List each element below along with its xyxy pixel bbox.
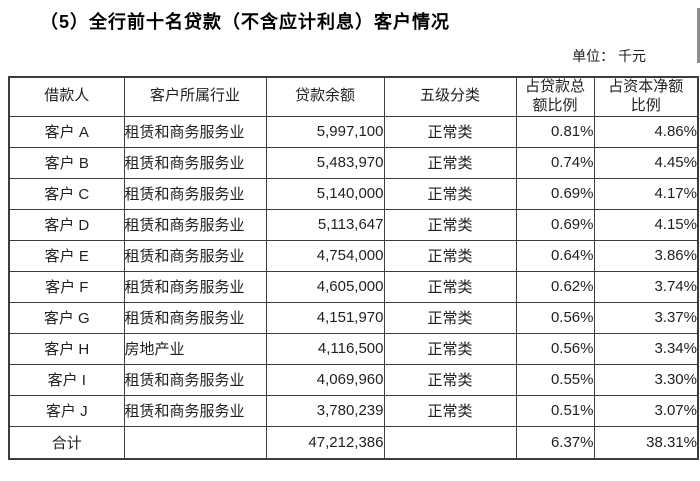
table-total-row: 合计 47,212,386 6.37% 38.31% <box>8 425 699 460</box>
classification-cell: 正常类 <box>383 208 517 241</box>
table-header-row: 借款人 客户所属行业 贷款余额 五级分类 占贷款总 额比例 占资本净额 比例 <box>8 76 699 117</box>
borrower-cell: 客户 E <box>8 239 125 272</box>
classification-cell: 正常类 <box>383 332 517 365</box>
pct-total-loans-cell: 0.69% <box>515 177 595 210</box>
col-header-pct-net-capital: 占资本净额 比例 <box>593 76 699 117</box>
balance-cell: 4,754,000 <box>265 239 385 272</box>
total-label-cell: 合计 <box>8 425 125 460</box>
balance-cell: 4,151,970 <box>265 301 385 334</box>
industry-cell: 租赁和商务服务业 <box>123 115 267 148</box>
classification-cell: 正常类 <box>383 363 517 396</box>
balance-cell: 5,483,970 <box>265 146 385 179</box>
classification-cell <box>383 425 517 460</box>
classification-cell: 正常类 <box>383 239 517 272</box>
pct-net-capital-cell: 3.07% <box>593 394 699 427</box>
table-row: 客户 E 租赁和商务服务业 4,754,000 正常类 0.64% 3.86% <box>8 239 699 272</box>
balance-cell: 3,780,239 <box>265 394 385 427</box>
pct-total-loans-cell: 0.74% <box>515 146 595 179</box>
pct-net-capital-cell: 3.74% <box>593 270 699 303</box>
balance-cell: 4,116,500 <box>265 332 385 365</box>
classification-cell: 正常类 <box>383 301 517 334</box>
borrower-cell: 客户 J <box>8 394 125 427</box>
classification-cell: 正常类 <box>383 270 517 303</box>
top-ten-loans-table: 借款人 客户所属行业 贷款余额 五级分类 占贷款总 额比例 占资本净额 比例 客… <box>8 76 699 460</box>
pct-net-capital-cell: 4.86% <box>593 115 699 148</box>
col-header-pct-total-loans: 占贷款总 额比例 <box>515 76 595 117</box>
pct-net-capital-cell: 4.15% <box>593 208 699 241</box>
pct-net-capital-cell: 3.86% <box>593 239 699 272</box>
pct-net-capital-cell: 38.31% <box>593 425 699 460</box>
borrower-cell: 客户 D <box>8 208 125 241</box>
balance-cell: 5,997,100 <box>265 115 385 148</box>
borrower-cell: 客户 C <box>8 177 125 210</box>
pct-net-capital-cell: 3.37% <box>593 301 699 334</box>
pct-total-loans-cell: 0.62% <box>515 270 595 303</box>
table-row: 客户 I 租赁和商务服务业 4,069,960 正常类 0.55% 3.30% <box>8 363 699 396</box>
industry-cell: 租赁和商务服务业 <box>123 208 267 241</box>
industry-cell <box>123 425 267 460</box>
col-header-industry: 客户所属行业 <box>123 76 267 117</box>
pct-total-loans-cell: 0.69% <box>515 208 595 241</box>
industry-cell: 房地产业 <box>123 332 267 365</box>
unit-label: 单位： 千元 <box>572 48 646 64</box>
classification-cell: 正常类 <box>383 177 517 210</box>
table-row: 客户 J 租赁和商务服务业 3,780,239 正常类 0.51% 3.07% <box>8 394 699 427</box>
table-row: 客户 B 租赁和商务服务业 5,483,970 正常类 0.74% 4.45% <box>8 146 699 179</box>
table-row: 客户 C 租赁和商务服务业 5,140,000 正常类 0.69% 4.17% <box>8 177 699 210</box>
col-header-borrower: 借款人 <box>8 76 125 117</box>
pct-net-capital-cell: 4.45% <box>593 146 699 179</box>
col-header-classification: 五级分类 <box>383 76 517 117</box>
table-row: 客户 A 租赁和商务服务业 5,997,100 正常类 0.81% 4.86% <box>8 115 699 148</box>
borrower-cell: 客户 F <box>8 270 125 303</box>
table-row: 客户 H 房地产业 4,116,500 正常类 0.56% 3.34% <box>8 332 699 365</box>
balance-cell: 4,069,960 <box>265 363 385 396</box>
pct-total-loans-cell: 0.51% <box>515 394 595 427</box>
classification-cell: 正常类 <box>383 115 517 148</box>
industry-cell: 租赁和商务服务业 <box>123 363 267 396</box>
pct-total-loans-cell: 0.56% <box>515 301 595 334</box>
classification-cell: 正常类 <box>383 146 517 179</box>
industry-cell: 租赁和商务服务业 <box>123 301 267 334</box>
page-title: （5）全行前十名贷款（不含应计利息）客户情况 <box>40 12 451 32</box>
borrower-cell: 客户 G <box>8 301 125 334</box>
pct-total-loans-cell: 6.37% <box>515 425 595 460</box>
table-row: 客户 D 租赁和商务服务业 5,113,647 正常类 0.69% 4.15% <box>8 208 699 241</box>
industry-cell: 租赁和商务服务业 <box>123 239 267 272</box>
industry-cell: 租赁和商务服务业 <box>123 177 267 210</box>
pct-total-loans-cell: 0.55% <box>515 363 595 396</box>
pct-total-loans-cell: 0.81% <box>515 115 595 148</box>
industry-cell: 租赁和商务服务业 <box>123 270 267 303</box>
borrower-cell: 客户 A <box>8 115 125 148</box>
borrower-cell: 客户 B <box>8 146 125 179</box>
scrollbar-fragment <box>697 8 700 63</box>
pct-net-capital-cell: 3.30% <box>593 363 699 396</box>
table-row: 客户 G 租赁和商务服务业 4,151,970 正常类 0.56% 3.37% <box>8 301 699 334</box>
pct-total-loans-cell: 0.56% <box>515 332 595 365</box>
borrower-cell: 客户 I <box>8 363 125 396</box>
balance-cell: 4,605,000 <box>265 270 385 303</box>
pct-total-loans-cell: 0.64% <box>515 239 595 272</box>
industry-cell: 租赁和商务服务业 <box>123 146 267 179</box>
balance-cell: 5,140,000 <box>265 177 385 210</box>
pct-net-capital-cell: 4.17% <box>593 177 699 210</box>
pct-net-capital-cell: 3.34% <box>593 332 699 365</box>
industry-cell: 租赁和商务服务业 <box>123 394 267 427</box>
classification-cell: 正常类 <box>383 394 517 427</box>
col-header-balance: 贷款余额 <box>265 76 385 117</box>
balance-cell: 47,212,386 <box>265 425 385 460</box>
balance-cell: 5,113,647 <box>265 208 385 241</box>
borrower-cell: 客户 H <box>8 332 125 365</box>
table-row: 客户 F 租赁和商务服务业 4,605,000 正常类 0.62% 3.74% <box>8 270 699 303</box>
